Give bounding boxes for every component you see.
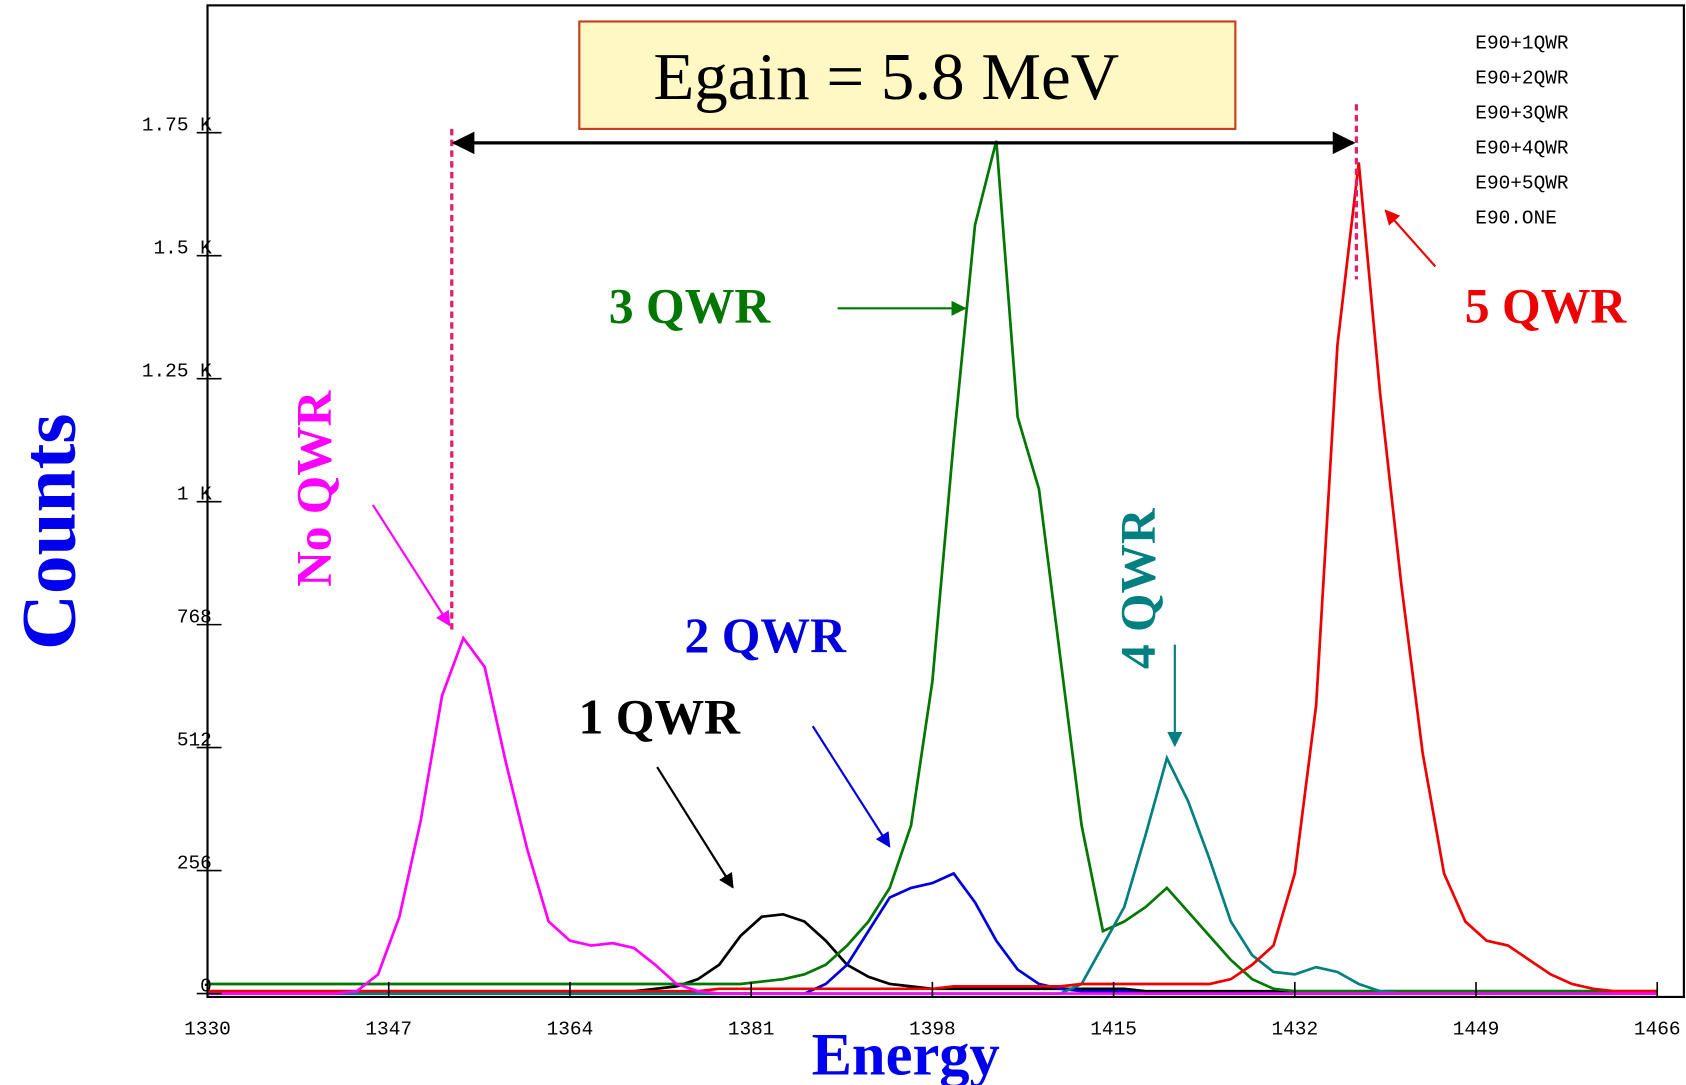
y-tick-label: 1.75 K bbox=[142, 115, 212, 137]
series-line bbox=[207, 871, 1658, 995]
arrow bbox=[656, 766, 734, 889]
legend-entry: E90+3QWR bbox=[1475, 102, 1569, 124]
x-tick-label: 1347 bbox=[365, 1019, 412, 1041]
legend-entry: E90+2QWR bbox=[1475, 67, 1569, 89]
y-tick-label: 0 bbox=[200, 975, 212, 997]
y-tick-label: 1.5 K bbox=[154, 238, 213, 260]
marks bbox=[207, 140, 1658, 995]
arrow bbox=[1384, 209, 1437, 268]
arrow bbox=[371, 504, 451, 627]
legend-entry: E90+1QWR bbox=[1475, 32, 1569, 54]
series-line bbox=[207, 912, 1658, 993]
legend-entry: E90.ONE bbox=[1475, 208, 1557, 230]
annotation: 2 QWR bbox=[684, 608, 847, 663]
x-tick-label: 1466 bbox=[1634, 1019, 1681, 1041]
plot-frame bbox=[206, 4, 1685, 999]
annotation: 3 QWR bbox=[609, 278, 772, 333]
x-tick-label: 1330 bbox=[184, 1019, 231, 1041]
y-tick-label: 256 bbox=[177, 853, 212, 875]
x-axis-label: Energy bbox=[812, 1021, 1000, 1085]
x-tick-label: 1398 bbox=[909, 1019, 956, 1041]
series-line bbox=[207, 635, 1658, 995]
plot-root: Egain = 5.8 MeV 3 QWR 5 QWR No QWR 2 QWR… bbox=[5, 4, 1685, 1085]
chart-title: Egain = 5.8 MeV bbox=[653, 40, 1119, 114]
x-tick-label: 1432 bbox=[1271, 1019, 1318, 1041]
series-line bbox=[207, 162, 1658, 993]
annotation: 4 QWR bbox=[1110, 507, 1165, 669]
x-tick-label: 1364 bbox=[547, 1019, 594, 1041]
x-tick-label: 1415 bbox=[1090, 1019, 1137, 1041]
arrow bbox=[811, 725, 891, 848]
x-tick-label: 1381 bbox=[728, 1019, 775, 1041]
x-tick-label: 1449 bbox=[1453, 1019, 1500, 1041]
y-tick-label: 1.25 K bbox=[142, 361, 212, 383]
title-box bbox=[578, 20, 1237, 130]
series-line bbox=[207, 140, 1658, 993]
annotation: 5 QWR bbox=[1465, 278, 1628, 333]
y-tick-label: 512 bbox=[177, 730, 212, 752]
annotation: 1 QWR bbox=[579, 690, 742, 745]
legend-entry: E90+4QWR bbox=[1475, 137, 1569, 159]
annotation: No QWR bbox=[287, 389, 342, 586]
y-tick-label: 768 bbox=[177, 607, 212, 629]
legend-entry: E90+5QWR bbox=[1475, 172, 1569, 194]
y-tick-label: 1 K bbox=[177, 484, 212, 506]
y-axis-label: Counts bbox=[5, 414, 91, 650]
